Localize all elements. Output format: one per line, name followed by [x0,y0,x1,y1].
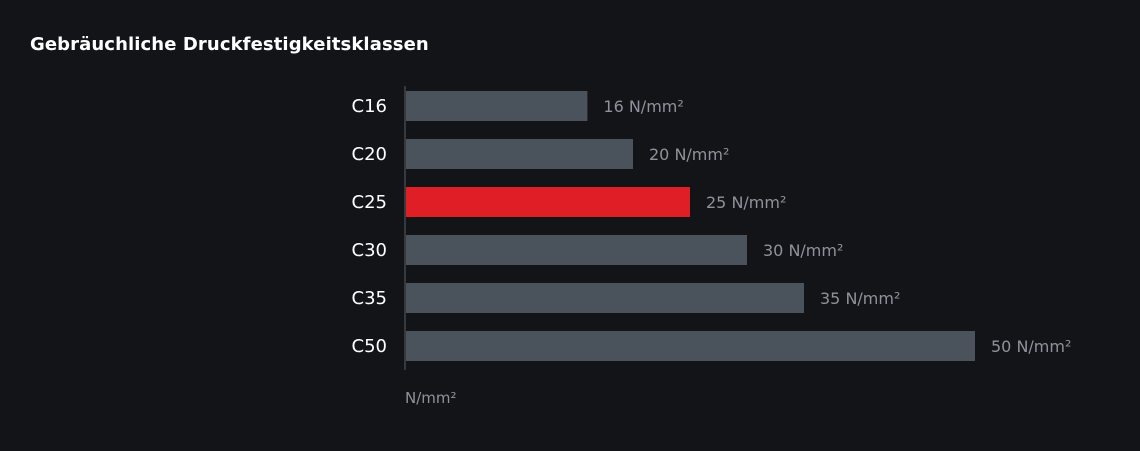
value-label-c50: 50 N/mm² [991,337,1071,356]
bar-c30 [406,235,747,265]
x-axis-unit-label: N/mm² [405,389,457,407]
bar-c25 [406,187,690,217]
category-label-c16: C16 [352,96,387,117]
bar-c20 [406,139,633,169]
value-label-c30: 30 N/mm² [763,241,843,260]
category-label-c20: C20 [352,144,387,165]
value-label-c35: 35 N/mm² [820,289,900,308]
value-label-c16: 16 N/mm² [603,97,683,116]
bar-c16 [406,91,588,121]
value-label-c20: 20 N/mm² [649,145,729,164]
value-label-c25: 25 N/mm² [706,193,786,212]
category-label-c30: C30 [352,240,387,261]
bar-c35 [406,283,804,313]
category-label-c35: C35 [352,288,387,309]
bars-group: C16 16 N/mm² C20 20 N/mm² C25 25 N/mm² C30 30 N… [352,91,1071,361]
category-label-c25: C25 [352,192,387,213]
chart-title: Gebräuchliche Druckfestigkeitsklassen [30,34,429,55]
category-label-c50: C50 [352,336,387,357]
bar-c50 [406,331,975,361]
